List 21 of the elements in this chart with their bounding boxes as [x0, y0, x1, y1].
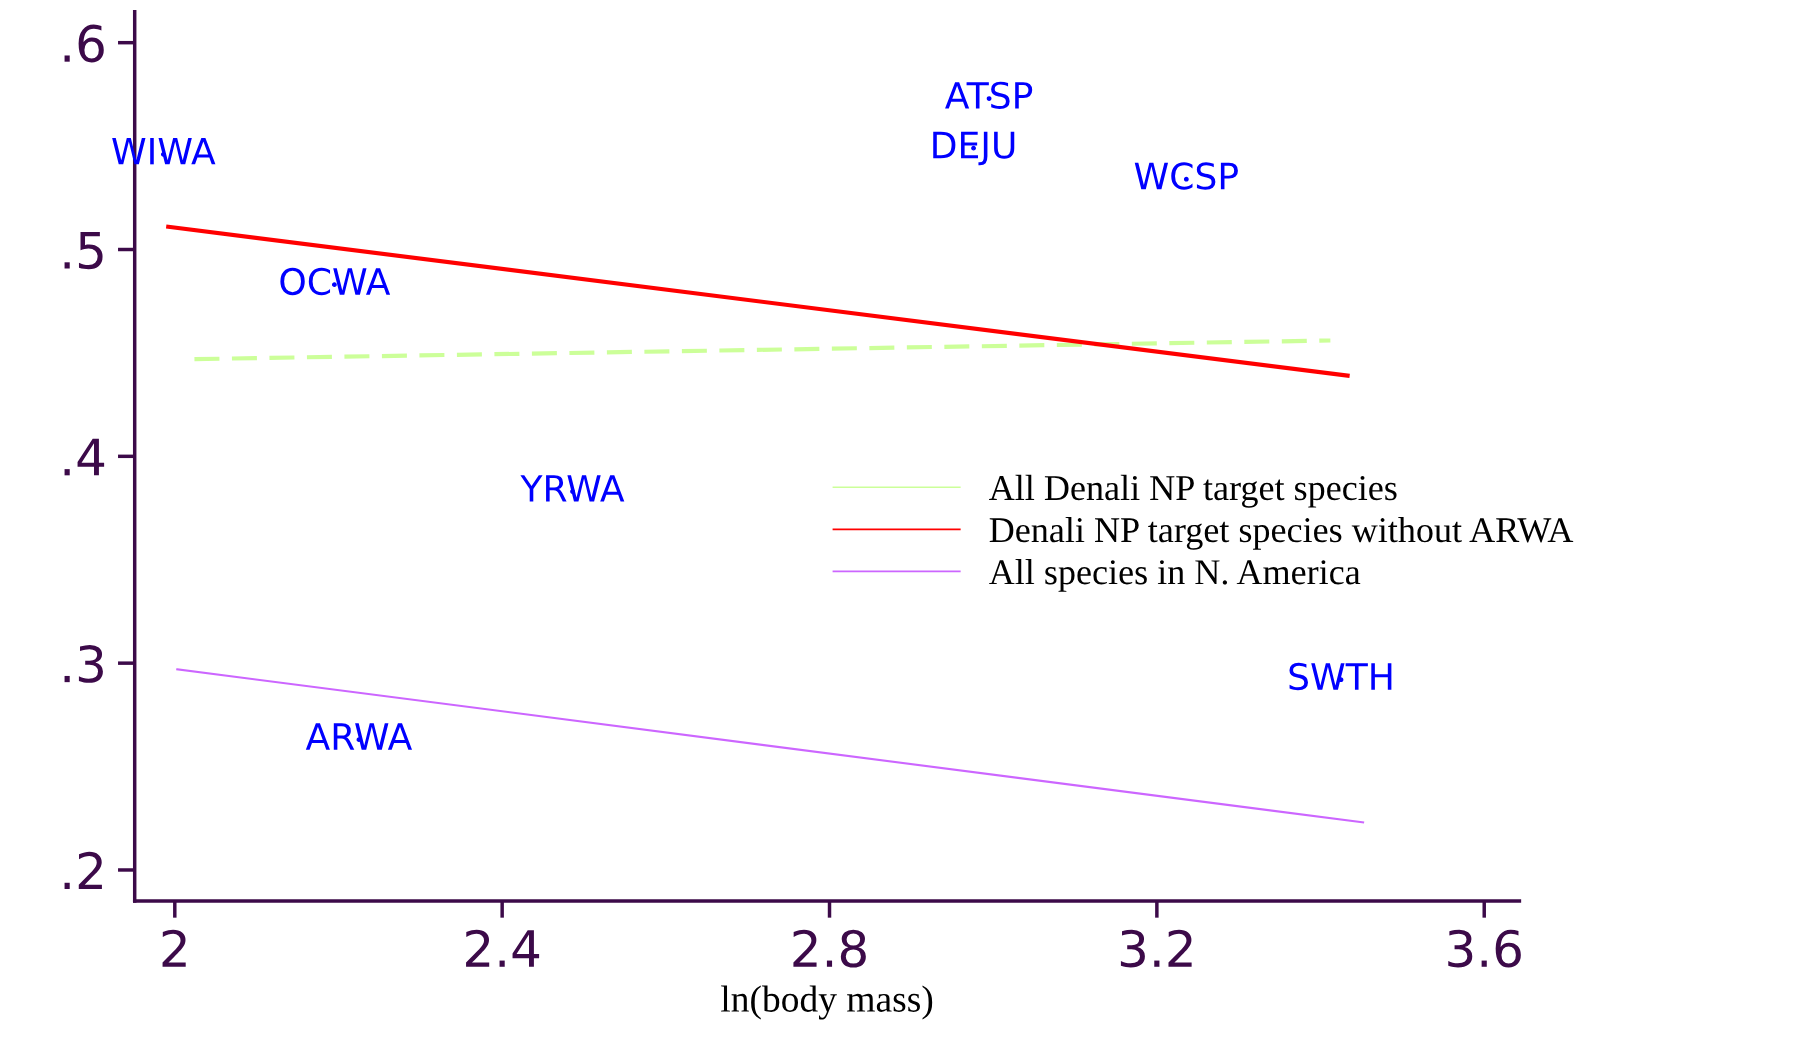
data-label: YRWA: [520, 475, 625, 502]
data-label: ATSP: [945, 81, 1033, 109]
x-axis-title: ln(body mass): [721, 985, 933, 1020]
x-tick-label: 2: [162, 929, 186, 967]
data-label: SWTH: [1289, 662, 1392, 691]
y-tick-label: .5: [64, 232, 103, 270]
x-tick-label: 2.4: [466, 929, 540, 967]
y-tick-label: .4: [64, 438, 105, 476]
y-tick-label: .3: [64, 645, 103, 683]
y-tick-label: .2: [64, 851, 102, 889]
legend-label: Denali NP target species without ARWA: [989, 516, 1574, 550]
x-tick-label: 2.8: [793, 929, 866, 968]
legend-label: All Denali NP target species: [989, 474, 1397, 508]
data-label: OCWA: [280, 267, 391, 296]
x-tick-label: 3.2: [1120, 929, 1192, 968]
y-tick-label: .6: [64, 24, 104, 63]
data-label: DEJU: [933, 131, 1015, 166]
data-label: WCSP: [1134, 162, 1238, 190]
data-label: ARWA: [305, 723, 413, 750]
legend-label: All species in N. America: [989, 559, 1361, 592]
x-tick-label: 3.6: [1448, 929, 1521, 968]
